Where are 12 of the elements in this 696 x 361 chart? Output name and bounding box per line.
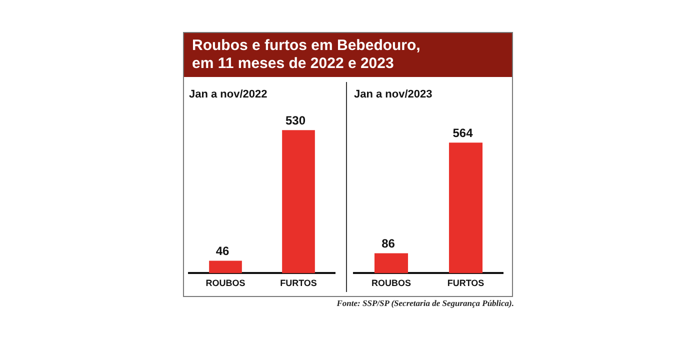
- chart-title: Roubos e furtos em Bebedouro, em 11 meses de 2022 e 2023: [192, 37, 422, 73]
- data-label: 46: [216, 244, 230, 258]
- x-tick-label: FURTOS: [280, 278, 317, 288]
- x-tick-label: ROUBOS: [206, 278, 246, 288]
- data-label: 86: [382, 236, 396, 251]
- x-tick-label: ROUBOS: [371, 278, 412, 288]
- x-tick-label: FURTOS: [447, 278, 484, 288]
- chart-subtitle: Jan a nov/2023: [354, 88, 432, 101]
- chart-subtitle: Jan a nov/2022: [189, 88, 268, 101]
- source-note: Fonte: SSP/SP (Secretaria de Segurança Pública).: [336, 298, 514, 308]
- data-label: 564: [452, 126, 474, 140]
- data-label: 530: [285, 113, 306, 128]
